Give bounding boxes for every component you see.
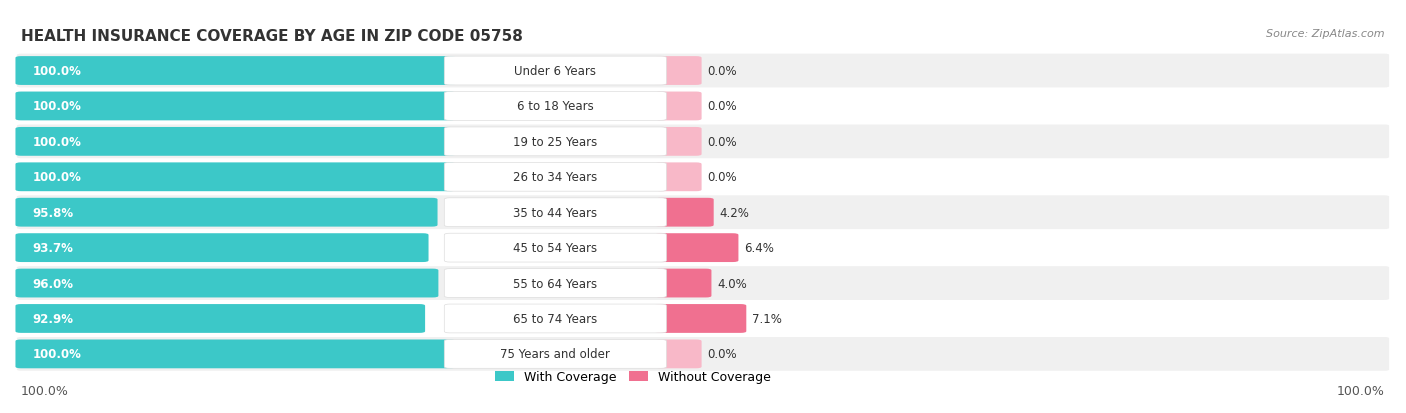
Text: 100.0%: 100.0%: [32, 135, 82, 149]
FancyBboxPatch shape: [655, 163, 702, 192]
Text: 100.0%: 100.0%: [32, 171, 82, 184]
FancyBboxPatch shape: [15, 163, 456, 192]
FancyBboxPatch shape: [444, 339, 666, 368]
Text: 0.0%: 0.0%: [707, 135, 737, 149]
Text: 100.0%: 100.0%: [32, 348, 82, 361]
FancyBboxPatch shape: [17, 196, 1389, 230]
Text: 92.9%: 92.9%: [32, 312, 73, 325]
FancyBboxPatch shape: [444, 57, 666, 86]
Text: 0.0%: 0.0%: [707, 65, 737, 78]
FancyBboxPatch shape: [15, 234, 429, 262]
FancyBboxPatch shape: [444, 269, 666, 298]
Text: 100.0%: 100.0%: [1337, 384, 1385, 397]
Text: 95.8%: 95.8%: [32, 206, 73, 219]
FancyBboxPatch shape: [17, 337, 1389, 371]
Text: 35 to 44 Years: 35 to 44 Years: [513, 206, 598, 219]
FancyBboxPatch shape: [15, 304, 425, 333]
Text: Under 6 Years: Under 6 Years: [515, 65, 596, 78]
FancyBboxPatch shape: [444, 234, 666, 262]
Text: 0.0%: 0.0%: [707, 171, 737, 184]
Text: 45 to 54 Years: 45 to 54 Years: [513, 242, 598, 254]
Text: 0.0%: 0.0%: [707, 348, 737, 361]
FancyBboxPatch shape: [17, 161, 1389, 194]
FancyBboxPatch shape: [15, 93, 456, 121]
FancyBboxPatch shape: [655, 304, 747, 333]
Text: 93.7%: 93.7%: [32, 242, 73, 254]
FancyBboxPatch shape: [15, 128, 456, 157]
FancyBboxPatch shape: [17, 302, 1389, 335]
FancyBboxPatch shape: [17, 231, 1389, 265]
FancyBboxPatch shape: [655, 198, 714, 227]
FancyBboxPatch shape: [444, 163, 666, 192]
Text: 100.0%: 100.0%: [32, 100, 82, 113]
FancyBboxPatch shape: [15, 198, 437, 227]
FancyBboxPatch shape: [17, 125, 1389, 159]
Text: 4.0%: 4.0%: [717, 277, 747, 290]
FancyBboxPatch shape: [655, 339, 702, 368]
Text: 6 to 18 Years: 6 to 18 Years: [517, 100, 593, 113]
FancyBboxPatch shape: [444, 304, 666, 333]
Text: 19 to 25 Years: 19 to 25 Years: [513, 135, 598, 149]
Text: 55 to 64 Years: 55 to 64 Years: [513, 277, 598, 290]
FancyBboxPatch shape: [15, 339, 456, 368]
FancyBboxPatch shape: [655, 269, 711, 298]
Text: 7.1%: 7.1%: [752, 312, 782, 325]
Text: HEALTH INSURANCE COVERAGE BY AGE IN ZIP CODE 05758: HEALTH INSURANCE COVERAGE BY AGE IN ZIP …: [21, 29, 523, 44]
Text: 100.0%: 100.0%: [32, 65, 82, 78]
Text: 96.0%: 96.0%: [32, 277, 73, 290]
Text: 4.2%: 4.2%: [720, 206, 749, 219]
Text: 75 Years and older: 75 Years and older: [501, 348, 610, 361]
FancyBboxPatch shape: [17, 55, 1389, 88]
FancyBboxPatch shape: [15, 269, 439, 298]
FancyBboxPatch shape: [444, 128, 666, 157]
FancyBboxPatch shape: [655, 93, 702, 121]
Text: 26 to 34 Years: 26 to 34 Years: [513, 171, 598, 184]
FancyBboxPatch shape: [444, 198, 666, 227]
FancyBboxPatch shape: [17, 90, 1389, 123]
FancyBboxPatch shape: [655, 234, 738, 262]
Text: 65 to 74 Years: 65 to 74 Years: [513, 312, 598, 325]
FancyBboxPatch shape: [655, 128, 702, 157]
Text: Source: ZipAtlas.com: Source: ZipAtlas.com: [1267, 29, 1385, 39]
FancyBboxPatch shape: [655, 57, 702, 86]
Text: 100.0%: 100.0%: [21, 384, 69, 397]
Text: 6.4%: 6.4%: [744, 242, 773, 254]
Text: 0.0%: 0.0%: [707, 100, 737, 113]
FancyBboxPatch shape: [17, 266, 1389, 300]
FancyBboxPatch shape: [444, 93, 666, 121]
Legend: With Coverage, Without Coverage: With Coverage, Without Coverage: [491, 365, 775, 388]
FancyBboxPatch shape: [15, 57, 456, 86]
